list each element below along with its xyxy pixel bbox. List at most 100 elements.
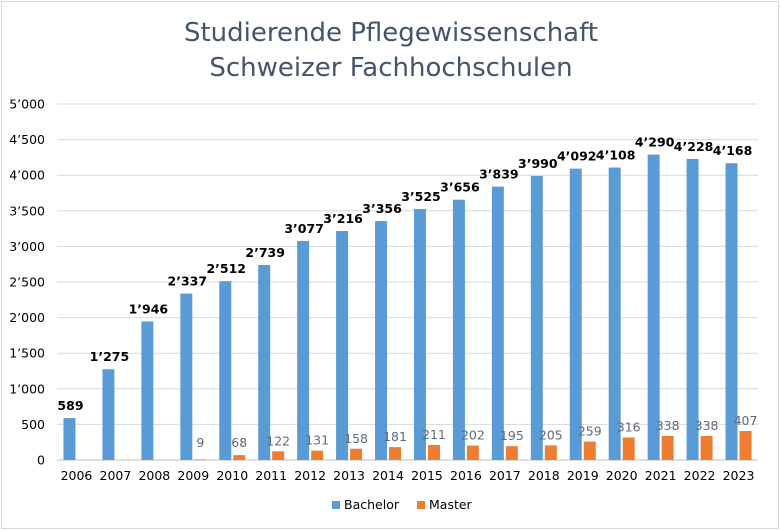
x-tick-label: 2016 [450,468,482,483]
data-label-master: 407 [734,413,758,428]
bar-bachelor [569,168,582,460]
bar-bachelor [102,369,115,460]
data-label-bachelor: 1’946 [129,301,169,316]
bar-master [427,444,440,460]
x-tick-label: 2018 [528,468,560,483]
x-tick-label: 2022 [684,468,716,483]
x-tick-label: 2012 [294,468,326,483]
data-label-bachelor: 2’739 [245,245,285,260]
x-axis-ticks: 2006 2007 2008 2009 2010 2011 2012 2013 2014 2015… [61,468,755,483]
data-label-master: 131 [305,433,329,448]
x-tick-label: 2010 [216,468,248,483]
data-label-master: 338 [656,418,680,433]
bar-master [311,450,324,460]
bar-bachelor [258,264,271,460]
data-label-master: 181 [383,429,407,444]
chart-title-line-2: Schweizer Fachhochschulen [209,53,572,83]
data-label-master: 259 [578,424,602,439]
bar-master [583,441,596,460]
data-label-master: 195 [500,428,524,443]
data-label-master: 9 [196,435,204,450]
legend-label-master: Master [429,497,473,512]
bar-bachelor [141,321,154,460]
bar-master [700,435,713,460]
data-label-bachelor: 589 [57,398,83,413]
data-label-master: 338 [695,418,719,433]
x-tick-label: 2009 [177,468,209,483]
data-label-bachelor: 3’216 [323,211,363,226]
bar-master [661,435,674,460]
x-tick-label: 2019 [567,468,599,483]
x-tick-label: 2020 [606,468,638,483]
data-label-bachelor: 4’290 [635,135,675,150]
y-tick-label: 1’500 [9,346,45,361]
bar-bachelor [530,175,543,461]
data-label-bachelor: 4’228 [674,139,714,154]
x-tick-label: 2008 [138,468,170,483]
y-tick-label: 4’000 [9,168,45,183]
y-tick-label: 3’000 [9,239,45,254]
data-label-bachelor: 3’077 [284,221,324,236]
bar-master [505,446,518,460]
bar-master [350,448,363,460]
data-label-master: 122 [266,433,290,448]
gridlines [57,103,758,461]
y-tick-label: 1’000 [9,381,45,396]
data-label-master: 202 [461,428,485,443]
chart-title: Studierende Pflegewissenschaft Schweizer… [184,18,598,83]
data-labels: 589 1’275 1’946 2’337 9 2’512 68 2’739 122 3’077 1… [57,135,757,450]
data-label-bachelor: 4’108 [596,148,636,163]
y-tick-label: 2’000 [9,310,45,325]
data-label-bachelor: 2’337 [168,274,208,289]
chart-title-line-1: Studierende Pflegewissenschaft [184,18,598,48]
bars [63,154,752,461]
bar-bachelor [608,167,621,460]
x-tick-label: 2013 [333,468,365,483]
data-label-bachelor: 2’512 [206,261,246,276]
legend: Bachelor Master [332,497,473,512]
bar-master [233,455,246,460]
y-tick-label: 2’500 [9,275,45,290]
data-label-bachelor: 3’525 [401,189,441,204]
data-label-bachelor: 4’092 [557,149,597,164]
data-label-master: 158 [344,431,368,446]
bar-master [739,431,752,460]
bar-master [272,451,285,460]
data-label-bachelor: 1’275 [90,349,130,364]
bar-master [194,459,207,460]
data-label-bachelor: 3’990 [518,156,558,171]
y-tick-label: 4’500 [9,132,45,147]
data-label-master: 211 [422,427,446,442]
bar-bachelor [63,418,76,460]
x-tick-label: 2011 [255,468,287,483]
data-label-master: 205 [539,427,563,442]
bar-master [389,447,402,460]
bar-bachelor [725,163,738,460]
x-tick-label: 2023 [723,468,755,483]
legend-swatch-bachelor [332,501,340,509]
bar-bachelor [297,240,310,460]
data-label-bachelor: 3’356 [362,201,402,216]
bar-bachelor [336,231,349,460]
x-tick-label: 2017 [489,468,521,483]
data-label-master: 316 [617,420,641,435]
x-tick-label: 2007 [100,468,132,483]
y-tick-label: 500 [21,417,45,432]
bar-master [544,445,557,460]
x-tick-label: 2014 [372,468,404,483]
bar-bachelor [180,293,193,460]
bar-bachelor [375,221,388,460]
bar-bachelor [491,186,504,460]
y-tick-label: 5’000 [9,97,45,112]
bar-bachelor [686,158,699,460]
y-tick-label: 0 [37,453,45,468]
x-tick-label: 2015 [411,468,443,483]
data-label-master: 68 [231,435,247,450]
bar-bachelor [219,281,232,460]
data-label-bachelor: 3’656 [440,180,480,195]
bar-master [622,437,635,460]
legend-swatch-master [417,501,425,509]
bar-bachelor [413,209,426,460]
